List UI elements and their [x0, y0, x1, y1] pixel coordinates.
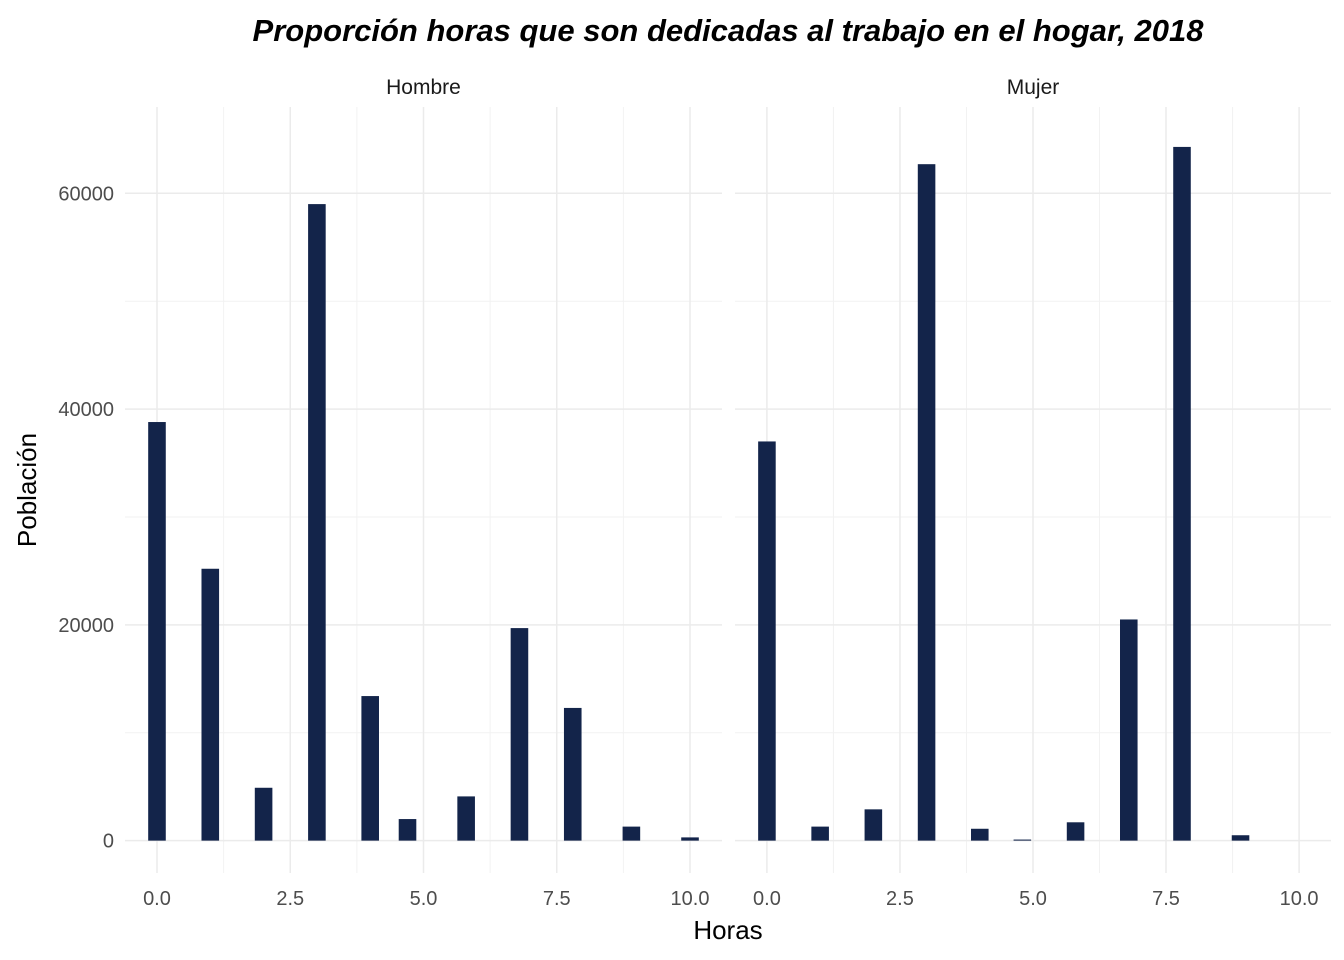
- hombre-bar: [681, 837, 699, 841]
- y-tick-label: 0: [103, 831, 114, 853]
- panel-mujer-bars: [758, 146, 1250, 841]
- hombre-bar: [622, 826, 641, 841]
- hombre-bar: [201, 568, 220, 841]
- x-axis-title: Horas: [693, 915, 762, 945]
- hombre-x-tick-label: 10.0: [671, 888, 710, 910]
- mujer-bar: [1120, 619, 1138, 841]
- panel-hombre-grid: [125, 107, 722, 873]
- mujer-bar: [1173, 146, 1191, 841]
- y-tick-label: 20000: [58, 615, 114, 637]
- mujer-bar: [1013, 839, 1032, 841]
- hombre-bar: [457, 796, 475, 841]
- mujer-bar: [971, 828, 989, 841]
- panel-mujer: Mujer 0.0 2.5 5.0 7.5 10.0: [735, 76, 1331, 910]
- mujer-x-tick-label: 5.0: [1019, 888, 1047, 910]
- mujer-x-tick-label: 0.0: [753, 888, 781, 910]
- chart-title: Proporción horas que son dedicadas al tr…: [253, 13, 1205, 48]
- panel-hombre-bars: [148, 204, 699, 841]
- panel-mujer-grid: [735, 107, 1331, 873]
- y-axis-ticks: 0 20000 40000 60000: [58, 183, 114, 852]
- hombre-bar: [510, 628, 529, 841]
- panel-mujer-x-ticks: 0.0 2.5 5.0 7.5 10.0: [753, 888, 1319, 910]
- hombre-x-tick-label: 0.0: [143, 888, 171, 910]
- hombre-bar: [398, 819, 417, 841]
- panel-hombre-label: Hombre: [386, 76, 461, 99]
- mujer-x-tick-label: 10.0: [1280, 888, 1319, 910]
- y-axis-title: Población: [12, 433, 42, 547]
- mujer-bar: [864, 809, 883, 841]
- hombre-bar: [563, 707, 582, 841]
- mujer-bar: [1231, 835, 1250, 841]
- hombre-bar: [308, 204, 326, 841]
- y-tick-label: 40000: [58, 399, 114, 421]
- panel-hombre: Hombre 0.0 2.5 5.0 7.5 10.0: [125, 76, 722, 910]
- hombre-x-tick-label: 5.0: [410, 888, 438, 910]
- hombre-bar: [254, 787, 273, 841]
- hombre-bar: [148, 422, 166, 841]
- hombre-x-tick-label: 7.5: [543, 888, 571, 910]
- y-tick-label: 60000: [58, 183, 114, 205]
- hombre-bar: [361, 696, 379, 841]
- panel-mujer-label: Mujer: [1007, 76, 1060, 99]
- mujer-x-tick-label: 2.5: [886, 888, 914, 910]
- mujer-bar: [917, 164, 936, 841]
- mujer-bar: [811, 826, 829, 841]
- mujer-x-tick-label: 7.5: [1152, 888, 1180, 910]
- mujer-bar: [1066, 822, 1085, 841]
- hombre-x-tick-label: 2.5: [276, 888, 304, 910]
- mujer-bar: [758, 441, 776, 841]
- panel-hombre-x-ticks: 0.0 2.5 5.0 7.5 10.0: [143, 888, 709, 910]
